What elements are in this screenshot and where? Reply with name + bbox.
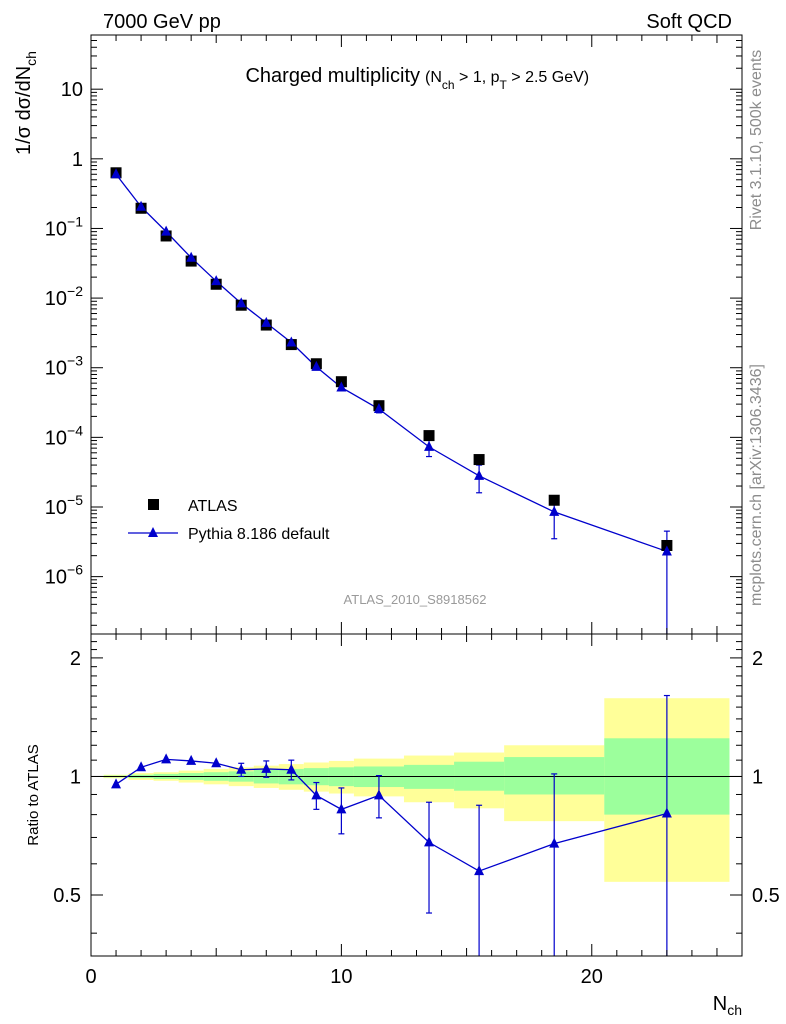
ratio-mc-point xyxy=(111,778,122,789)
mc-point xyxy=(186,251,197,262)
header-left: 7000 GeV pp xyxy=(103,11,221,33)
header-right: Soft QCD xyxy=(646,11,732,33)
main-ylabel: 1/σ dσ/dNch xyxy=(13,51,39,155)
ratio-mc-point xyxy=(373,789,384,800)
atlas-point xyxy=(548,494,560,506)
y-tick-label: 1 xyxy=(72,149,83,171)
analysis-watermark: ATLAS_2010_S8918562 xyxy=(344,592,487,607)
legend-mc-label: Pythia 8.186 default xyxy=(188,526,330,543)
y-tick-label: 2 xyxy=(752,648,763,670)
ratio-mc-point xyxy=(236,763,247,774)
ratio-xlabel: Nch xyxy=(713,993,742,1018)
mcplots-label: mcplots.cern.ch [arXiv:1306.3436] xyxy=(748,364,765,606)
mc-point xyxy=(261,316,272,327)
atlas-point xyxy=(473,454,485,466)
ratio-mc-point xyxy=(186,754,197,765)
ratio-mc-point xyxy=(161,753,172,764)
ratio-mc-point xyxy=(424,836,435,847)
ratio-mc-point xyxy=(474,865,485,876)
main-panel: 10 1 10−1 10−2 10−3 10−4 10−5 10−6 Charged mult… xyxy=(13,34,743,635)
chart-title-cut: (Nch > 1, pT > 2.5 GeV) xyxy=(425,69,589,92)
y-tick-label: 10−4 xyxy=(45,422,83,449)
rivet-label: Rivet 3.1.10, 500k events xyxy=(748,50,765,231)
y-tick-label: 10−2 xyxy=(45,283,83,310)
main-axes: 10 1 10−1 10−2 10−3 10−4 10−5 10−6 xyxy=(45,34,743,634)
ratio-plot-area xyxy=(91,694,742,956)
mc-point xyxy=(136,200,147,211)
ratio-mc-point xyxy=(261,762,272,773)
ratio-mc-point xyxy=(549,837,560,848)
ratio-mc-point xyxy=(211,757,222,768)
mc-point xyxy=(549,505,560,516)
main-plot-area xyxy=(110,167,673,634)
ratio-ylabel: Ratio to ATLAS xyxy=(25,744,42,845)
ratio-mc-point xyxy=(336,803,347,814)
ratio-mc-point xyxy=(311,789,322,800)
atlas-point xyxy=(423,430,435,442)
x-tick-label: 0 xyxy=(85,966,96,988)
mc-point xyxy=(161,225,172,236)
y-tick-label: 10−1 xyxy=(45,213,83,240)
ratio-frame xyxy=(90,633,743,957)
y-tick-label: 1 xyxy=(70,766,81,788)
ratio-panel: 0 10 20 0.5 0.5 1 1 2 2 Ratio to ATLAS Nch xyxy=(25,633,780,1018)
mc-point xyxy=(474,469,485,480)
y-tick-label: 10−3 xyxy=(45,353,83,380)
mc-point xyxy=(424,440,435,451)
mc-point xyxy=(111,168,122,179)
y-tick-label: 2 xyxy=(70,648,81,670)
ratio-mc-point xyxy=(136,761,147,772)
legend: ATLAS Pythia 8.186 default xyxy=(128,498,330,543)
mc-point xyxy=(236,297,247,308)
y-tick-label: 10 xyxy=(61,79,83,101)
ratio-mc-point xyxy=(661,807,672,818)
mc-point xyxy=(286,336,297,347)
mc-line xyxy=(115,173,668,553)
atlas-point xyxy=(160,230,172,242)
y-tick-label: 10−5 xyxy=(45,492,83,519)
y-tick-label: 1 xyxy=(752,766,763,788)
legend-atlas-marker xyxy=(148,499,159,510)
ratio-axes: 0 10 20 0.5 0.5 1 1 2 2 xyxy=(53,634,780,988)
y-tick-label: 0.5 xyxy=(53,885,81,907)
mc-point xyxy=(373,403,384,414)
legend-atlas-label: ATLAS xyxy=(188,498,238,515)
chart-title: Charged multiplicity xyxy=(245,65,420,87)
x-tick-label: 10 xyxy=(330,966,352,988)
y-tick-label: 10−6 xyxy=(45,562,83,589)
mc-point xyxy=(311,360,322,371)
mc-point xyxy=(211,275,222,286)
mc-point xyxy=(336,381,347,392)
mc-point xyxy=(661,545,672,556)
y-tick-label: 0.5 xyxy=(752,885,780,907)
legend-mc-marker xyxy=(148,527,158,537)
x-tick-label: 20 xyxy=(581,966,603,988)
ratio-mc-point xyxy=(286,763,297,774)
